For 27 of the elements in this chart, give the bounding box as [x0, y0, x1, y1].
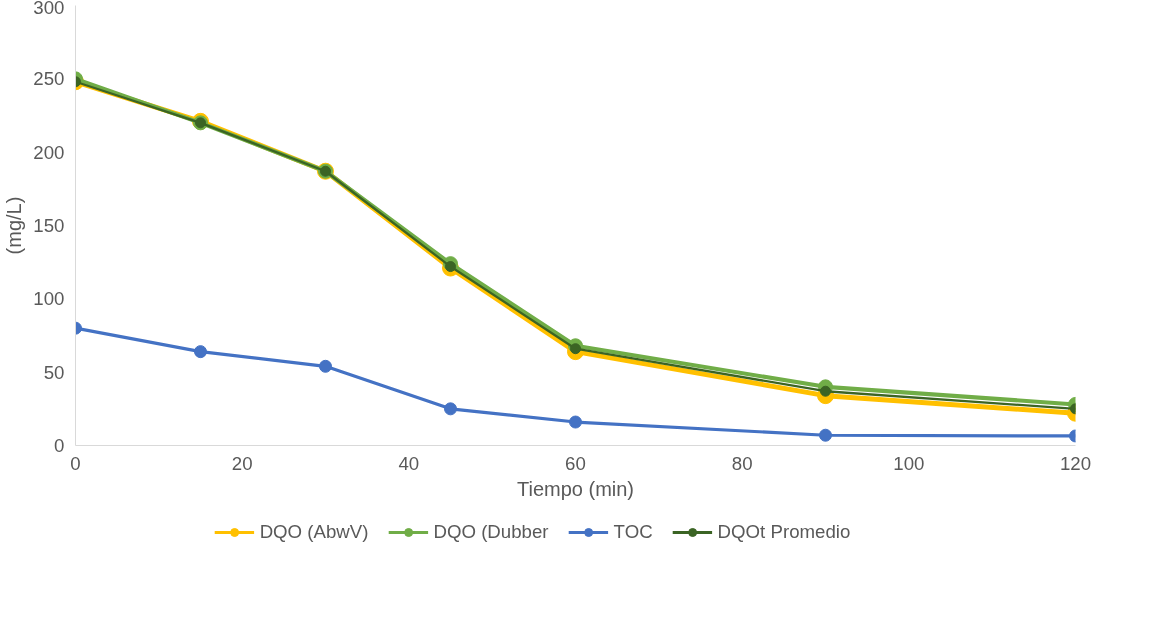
- point: [570, 343, 581, 355]
- y-tick-label: 200: [33, 141, 65, 163]
- x-tick-label: 100: [893, 452, 925, 474]
- x-tick-label: 20: [231, 452, 253, 474]
- y-tick-label: 250: [33, 68, 65, 90]
- x-tick-label: 60: [565, 452, 586, 474]
- point: [569, 415, 582, 429]
- point: [444, 402, 457, 416]
- point: [319, 359, 332, 373]
- y-tick-label: 0: [54, 435, 65, 456]
- x-tick-label: 0: [70, 452, 81, 474]
- legend-label: TOC: [613, 521, 653, 543]
- y-tick-label: 100: [33, 288, 65, 310]
- point: [819, 428, 832, 442]
- y-tick-label: 50: [43, 361, 65, 383]
- y-axis-title: (mg/L): [3, 196, 26, 255]
- legend-label: DQO (Dubber: [433, 521, 549, 543]
- x-tick-label: 40: [398, 452, 420, 474]
- y-tick-label: 300: [33, 0, 65, 18]
- legend-label: DQOt Promedio: [717, 521, 851, 543]
- x-tick-label: 120: [1059, 452, 1092, 474]
- x-axis-title: Tiempo (min): [516, 477, 635, 500]
- point: [194, 345, 207, 359]
- y-tick-label: 150: [33, 215, 65, 236]
- legend-label: DQO (AbwV): [259, 521, 369, 543]
- point: [820, 385, 831, 397]
- x-tick-label: 80: [731, 452, 753, 474]
